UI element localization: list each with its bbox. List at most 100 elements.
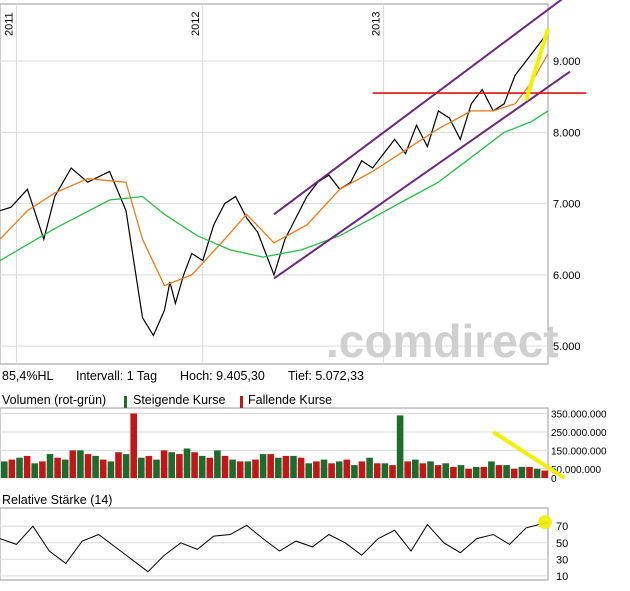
volume-bar (252, 459, 259, 478)
volume-bar (290, 455, 297, 478)
volume-bar (61, 459, 69, 478)
volume-bar (541, 470, 548, 478)
volume-bar (69, 450, 77, 478)
rising-legend-label: Steigende Kurse (133, 393, 226, 407)
volume-bar (305, 463, 312, 478)
volume-bar (145, 455, 153, 478)
falling-legend-label: Fallende Kurse (248, 393, 333, 407)
volume-y-tick-label: 350.000.000 (551, 410, 607, 421)
volume-bar (1, 461, 8, 478)
volume-bar (54, 457, 61, 478)
volume-bar (495, 465, 503, 478)
interval-label: Intervall: 1 Tag (76, 369, 158, 383)
rsi-series (0, 521, 549, 573)
rsi-y-tick-label: 10 (556, 571, 568, 583)
price-trend-line (273, 70, 571, 280)
volume-title: Volumen (rot-grün) (2, 393, 107, 407)
volume-highlight-line (492, 430, 566, 480)
volume-bar (92, 455, 99, 478)
volume-y-tick-label: 0 (551, 474, 557, 485)
volume-bar (510, 468, 518, 478)
price-x-tick-label: 2012 (190, 12, 202, 36)
volume-bar (297, 457, 305, 478)
volume-bar (328, 463, 335, 478)
price-x-tick-label: 2011 (3, 12, 15, 36)
high-label: Hoch: 9.405,30 (180, 369, 265, 383)
volume-bar (434, 465, 442, 478)
price-panel: 9.000 8.000 7.000 6.000 5.000 2011 2012 2013 .co… (0, 0, 587, 367)
volume-bar (99, 459, 107, 478)
price-y-tick-label: 5.000 (553, 341, 581, 353)
volume-bar (84, 454, 92, 478)
rsi-y-tick-label: 70 (556, 521, 568, 533)
volume-panel: 350.000.000 250.000.000 150.000.000 50.000.… (0, 407, 607, 485)
volume-bar (183, 448, 191, 478)
volume-y-tick-label: 150.000.000 (551, 446, 607, 457)
volume-bar (488, 461, 495, 478)
volume-bar (343, 459, 351, 478)
volume-bar (267, 454, 274, 478)
volume-bar (23, 455, 31, 478)
volume-bar (214, 450, 221, 478)
rsi-y-tick-label: 50 (556, 538, 568, 550)
volume-bar (282, 455, 290, 478)
volume-bar (480, 466, 488, 478)
volume-bar (526, 466, 533, 478)
volume-bar (389, 465, 396, 478)
price-frame (0, 3, 549, 365)
volume-bar (160, 450, 168, 478)
rsi-panel: 70 50 30 10 (0, 507, 568, 583)
volume-bar (46, 454, 54, 478)
volume-bar (472, 466, 480, 478)
volume-bar (176, 454, 183, 478)
volume-bar (313, 461, 320, 478)
volume-bar (138, 457, 145, 478)
volume-bar (373, 463, 381, 478)
volume-bar (427, 461, 434, 478)
volume-bar (16, 457, 23, 478)
volume-bar (122, 454, 130, 478)
volume-bar (115, 452, 122, 478)
volume-bar (396, 415, 404, 478)
volume-bar (107, 461, 115, 478)
volume-bar (244, 461, 252, 478)
volume-bar (31, 463, 38, 478)
volume-bar (404, 461, 411, 478)
price-y-tick-label: 7.000 (553, 199, 581, 211)
volume-bar (275, 457, 282, 478)
volume-bar (259, 454, 267, 478)
volume-bar (442, 463, 449, 478)
volume-bar (457, 465, 465, 478)
volume-bar (533, 468, 541, 478)
watermark: .comdirect (326, 315, 559, 367)
volume-bar (320, 459, 328, 478)
volume-y-tick-label: 250.000.000 (551, 428, 607, 439)
price-x-tick-label: 2013 (371, 12, 383, 36)
volume-bar (518, 466, 526, 478)
volume-bar (77, 450, 84, 478)
price-series-ma-long (0, 110, 549, 262)
volume-bar (39, 461, 46, 478)
volume-bar (366, 457, 373, 478)
price-trend-line (273, 0, 563, 216)
volume-bar (229, 459, 236, 478)
volume-bar (236, 461, 244, 478)
price-series-price (0, 31, 549, 337)
volume-bar (206, 457, 214, 478)
volume-bar (130, 413, 137, 478)
volume-bar (358, 461, 366, 478)
volume-y-tick-label: 50.000.000 (551, 465, 601, 476)
volume-bar (191, 452, 198, 478)
price-series-ma-short (0, 53, 549, 287)
volume-bar (168, 452, 175, 478)
volume-bar (450, 466, 457, 478)
volume-bar (412, 459, 419, 478)
volume-bar (198, 455, 206, 478)
volume-bar (221, 455, 229, 478)
rsi-title: Relative Stärke (14) (2, 493, 113, 507)
volume-bar (419, 463, 427, 478)
volume-bar (465, 468, 472, 478)
price-highlight (524, 28, 550, 101)
rsi-frame (0, 507, 549, 581)
